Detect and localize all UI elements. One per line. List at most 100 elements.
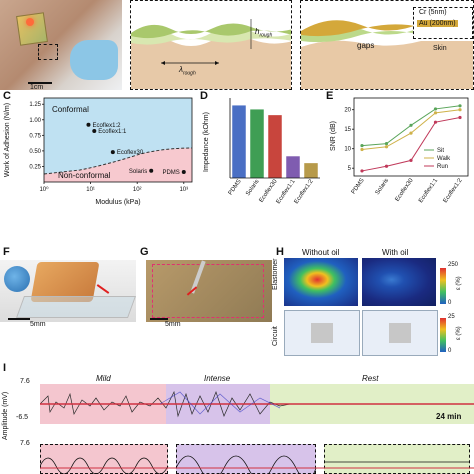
transparent-film bbox=[15, 296, 136, 318]
c-ylabel: Work of Adhesion (N/m) bbox=[4, 103, 11, 177]
c-xlabel: Modulus (kPa) bbox=[95, 199, 140, 206]
c-ytick-label: 1.00 bbox=[29, 118, 41, 124]
c-point-label: Ecoflex1:1 bbox=[98, 129, 127, 135]
cr-label: Cr (5nm) bbox=[419, 9, 447, 16]
c-xtick-label: 10³ bbox=[179, 187, 188, 193]
h-circuit-without-oil bbox=[284, 310, 360, 356]
e-point bbox=[384, 142, 389, 146]
scale-label-f: 5mm bbox=[30, 321, 46, 328]
d-category-label: Ecoflex1:2 bbox=[294, 178, 315, 205]
scale-label-g: 5mm bbox=[165, 321, 181, 328]
c-xtick-label: 10² bbox=[133, 187, 142, 193]
e-point bbox=[384, 145, 389, 149]
e-series-line bbox=[361, 109, 461, 150]
e-legend-label: Walk bbox=[437, 156, 451, 162]
e-point bbox=[360, 143, 364, 148]
e-point bbox=[433, 107, 438, 111]
colorbar-elastomer bbox=[440, 268, 446, 304]
panel-e-chart: 5 10 15 20 PDMS Solaris Ecoflex30 Ecoflex1:1 Eco… bbox=[330, 97, 469, 204]
e-category-label: Solaris bbox=[375, 178, 390, 196]
lambda-symbol: λ bbox=[179, 65, 183, 74]
e-axes bbox=[353, 97, 469, 177]
panel-h-label: H bbox=[276, 246, 284, 258]
colorbar-circuit bbox=[440, 318, 446, 352]
gaps-label: gaps bbox=[357, 41, 375, 50]
c-ytick-label: 0.50 bbox=[29, 149, 41, 155]
d-bar bbox=[268, 115, 282, 178]
panel-g-photo bbox=[146, 260, 272, 322]
d-bar bbox=[304, 163, 318, 178]
cb2-unit: ε (%) bbox=[456, 326, 462, 340]
c-ytick-label: 0.25 bbox=[29, 164, 41, 170]
rough-surface-drawing bbox=[131, 19, 291, 89]
e-point bbox=[458, 115, 462, 120]
ecg-trace bbox=[40, 390, 474, 418]
e-point bbox=[409, 123, 413, 127]
duration-label: 24 min bbox=[436, 412, 462, 421]
e-point bbox=[360, 169, 364, 173]
glove bbox=[70, 40, 118, 80]
cb2-top: 25 bbox=[448, 314, 455, 320]
red-arrow-f bbox=[96, 284, 110, 294]
scale-bar-a bbox=[28, 82, 52, 84]
i-ytop: 7.6 bbox=[20, 378, 30, 385]
h-col2: With oil bbox=[382, 248, 409, 257]
e-ytick-label: 5 bbox=[348, 166, 352, 172]
e-point bbox=[458, 108, 462, 112]
h-subscript: rough bbox=[259, 32, 273, 39]
e-category-label: PDMS bbox=[351, 178, 366, 196]
h-row2: Circuit bbox=[272, 326, 279, 346]
zoom-box bbox=[38, 44, 58, 60]
d-category-label: PDMS bbox=[228, 179, 243, 197]
e-category-label: Ecoflex1:2 bbox=[443, 177, 464, 204]
h-label: hrough bbox=[255, 27, 272, 39]
lambda-subscript: rough bbox=[182, 70, 196, 77]
d-ylabel: Impedance (kOhm) bbox=[203, 112, 210, 172]
c-point-label: Ecoflex30 bbox=[117, 150, 144, 156]
nonconformal-label: Non-conformal bbox=[58, 171, 111, 180]
e-ytick-label: 15 bbox=[344, 127, 351, 133]
device-patch bbox=[16, 12, 48, 46]
panel-i-label: I bbox=[3, 362, 7, 374]
cb1-bot: 0 bbox=[448, 300, 452, 306]
seg-mild-label: Mild bbox=[96, 374, 111, 383]
c-xtick-label: 10¹ bbox=[86, 187, 95, 193]
nonconformal-region bbox=[44, 148, 192, 182]
e-point bbox=[433, 111, 438, 115]
seg-intense-label: Intense bbox=[204, 374, 231, 383]
panel-c-chart: 0.25 0.50 0.75 1.00 1.25 10⁰ 10¹ 10² 10³ Ecofle… bbox=[4, 97, 193, 206]
panel-f-label: F bbox=[3, 246, 10, 258]
i-ylabel: Amplitude (mV) bbox=[2, 391, 9, 440]
h-row1: Elastomer bbox=[272, 258, 279, 290]
scale-bar-f bbox=[8, 318, 30, 320]
e-ytick-label: 20 bbox=[344, 108, 351, 114]
h-map-without-oil bbox=[284, 258, 358, 306]
c-ytick-label: 1.25 bbox=[29, 102, 41, 108]
scale-bar-g bbox=[150, 318, 168, 320]
d-category-label: Solaris bbox=[245, 179, 260, 197]
seg-rest-label: Rest bbox=[362, 374, 379, 383]
chip-square bbox=[389, 323, 411, 343]
d-bar bbox=[250, 109, 264, 178]
c-point-label: PDMS bbox=[162, 170, 179, 176]
e-point bbox=[409, 131, 413, 135]
e-legend-label: Sit bbox=[437, 148, 444, 154]
h-col1: Without oil bbox=[302, 248, 340, 257]
skin-label: Skin bbox=[433, 45, 447, 52]
c-point bbox=[92, 128, 97, 133]
h-symbol: h bbox=[255, 27, 260, 36]
e-legend-label: Run bbox=[437, 164, 448, 170]
au-label: Au (200nm) bbox=[417, 20, 458, 27]
dashed-box-g bbox=[152, 264, 264, 318]
c-point bbox=[149, 168, 154, 173]
h-map-with-oil bbox=[362, 258, 436, 306]
e-ylabel: SNR (dB) bbox=[330, 121, 337, 151]
panel-g-label: G bbox=[140, 246, 149, 258]
e-point bbox=[458, 104, 462, 108]
panel-c-label: C bbox=[3, 90, 11, 102]
boundary-line bbox=[43, 147, 193, 175]
panel-e-label: E bbox=[326, 90, 334, 102]
chip-square bbox=[311, 323, 333, 343]
e-point bbox=[384, 164, 389, 168]
c-ytick-label: 0.75 bbox=[29, 133, 41, 139]
